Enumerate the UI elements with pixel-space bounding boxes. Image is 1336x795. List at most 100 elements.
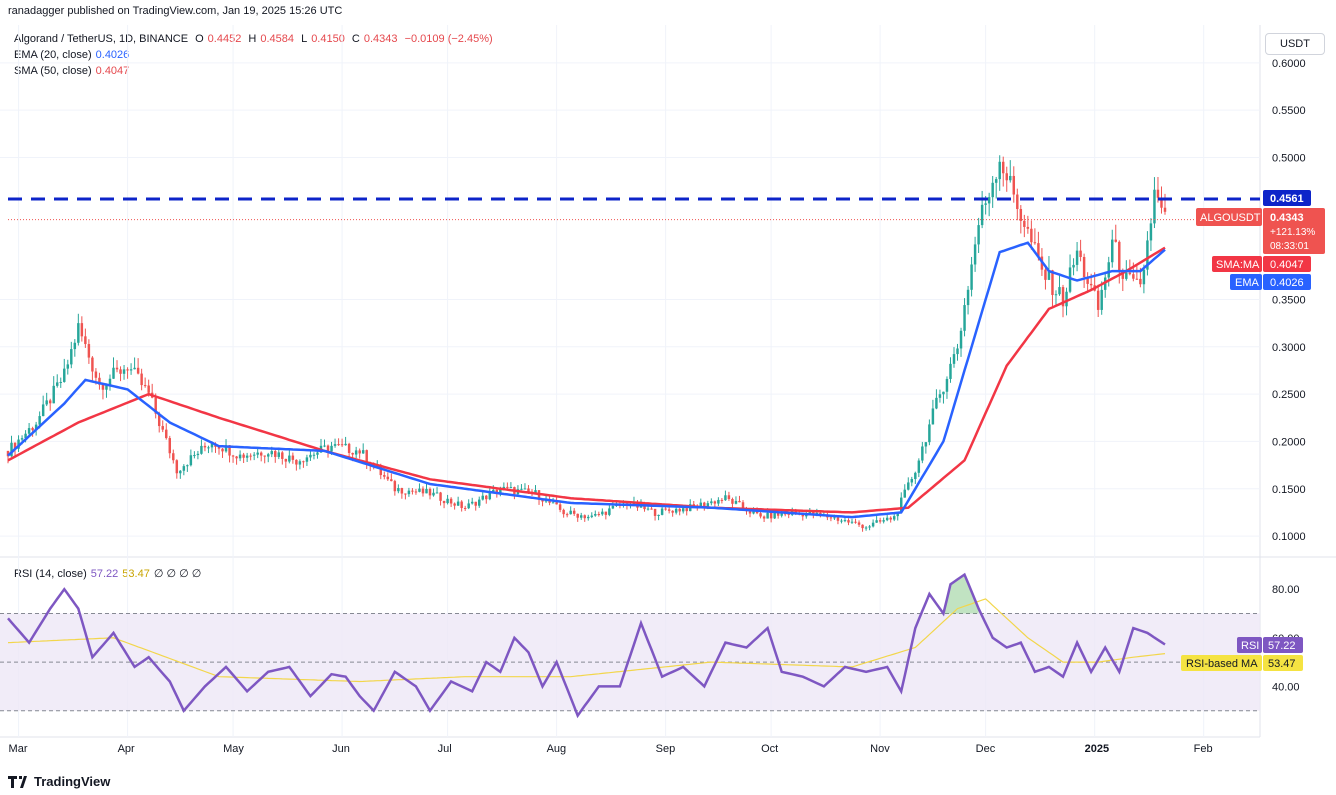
candle-body bbox=[305, 457, 309, 462]
moving-averages bbox=[7, 241, 1166, 519]
candle-body bbox=[1019, 209, 1023, 221]
candle-body bbox=[242, 454, 245, 458]
rsi-ma-legend-value: 53.47 bbox=[122, 568, 150, 580]
candle-body bbox=[783, 513, 787, 515]
candle-body bbox=[667, 509, 671, 511]
rsi-tag[interactable]: RSI 57.22 bbox=[1237, 637, 1303, 653]
candle-body bbox=[400, 488, 404, 494]
candle-body bbox=[94, 371, 98, 378]
candle-body bbox=[931, 408, 935, 425]
candle-body bbox=[1156, 189, 1160, 198]
candle-body bbox=[1128, 272, 1132, 275]
time-axis[interactable]: Mar Apr May Jun Jul Aug Sep Oct Nov Dec … bbox=[9, 743, 1213, 755]
candle-body bbox=[165, 429, 168, 439]
candle-body bbox=[660, 508, 664, 515]
candle-body bbox=[1009, 175, 1012, 181]
month-label: Aug bbox=[547, 743, 567, 755]
candle-body bbox=[365, 450, 368, 463]
candle-body bbox=[298, 461, 302, 465]
sma-legend[interactable]: SMA (50, close) 0.4047 bbox=[14, 65, 133, 77]
candle-body bbox=[1016, 194, 1019, 210]
candle-body bbox=[896, 512, 899, 517]
candle-body bbox=[900, 497, 903, 513]
rsi-legend[interactable]: RSI (14, close) 57.22 53.47 ∅ ∅ ∅ ∅ bbox=[14, 567, 205, 580]
candle-body bbox=[407, 490, 411, 495]
candle-body bbox=[172, 453, 175, 461]
candle-body bbox=[404, 493, 407, 495]
candle-body bbox=[717, 499, 720, 504]
rsi-pane bbox=[0, 572, 1260, 719]
ohlc-open-label: O bbox=[195, 33, 204, 45]
ema-legend[interactable]: EMA (20, close) 0.4026 bbox=[14, 49, 133, 61]
currency-button[interactable]: USDT bbox=[1265, 33, 1325, 55]
candle-body bbox=[13, 442, 17, 449]
candle-body bbox=[579, 515, 583, 518]
candle-body bbox=[833, 517, 836, 519]
candle-body bbox=[277, 452, 281, 457]
candle-body bbox=[1061, 287, 1065, 307]
candle-body bbox=[963, 305, 966, 331]
ema-tag[interactable]: EMA 0.4026 bbox=[1230, 274, 1311, 290]
candle-body bbox=[685, 508, 688, 512]
candle-body bbox=[411, 490, 414, 492]
candle-body bbox=[66, 364, 70, 369]
candle-body bbox=[787, 513, 790, 515]
candle-body bbox=[938, 394, 942, 398]
candle-body bbox=[267, 454, 270, 457]
candle-body bbox=[1149, 223, 1153, 241]
candle-body bbox=[720, 499, 724, 501]
candle-body bbox=[1079, 250, 1082, 257]
candle-body bbox=[52, 385, 55, 404]
candle-body bbox=[681, 508, 685, 512]
candle-body bbox=[358, 450, 361, 454]
candle-body bbox=[316, 452, 319, 455]
candle-body bbox=[432, 492, 435, 496]
resistance-tag[interactable]: 0.4561 bbox=[1263, 190, 1311, 206]
sma-tag[interactable]: SMA:MA 0.4047 bbox=[1212, 256, 1311, 272]
tradingview-logo[interactable]: TradingView bbox=[8, 774, 110, 789]
candle-body bbox=[1047, 270, 1051, 280]
candle-body bbox=[56, 382, 59, 386]
candle-body bbox=[611, 505, 615, 509]
candle-body bbox=[115, 367, 119, 370]
price-tick: 0.2000 bbox=[1272, 436, 1306, 448]
tradingview-logo-icon bbox=[8, 775, 27, 788]
candle-body bbox=[347, 443, 351, 453]
candle-body bbox=[48, 400, 52, 404]
candle-body bbox=[179, 470, 182, 474]
month-label: Sep bbox=[656, 743, 676, 755]
candle-body bbox=[959, 330, 963, 349]
candle-body bbox=[604, 511, 608, 515]
candle-body bbox=[991, 182, 994, 198]
candle-body bbox=[572, 510, 576, 514]
candle-body bbox=[175, 460, 179, 474]
candle-body bbox=[256, 452, 259, 455]
price-axis[interactable]: 0.6000 0.5500 0.5000 0.3500 0.3000 0.250… bbox=[1272, 58, 1306, 543]
candle-body bbox=[397, 488, 400, 492]
candle-body bbox=[122, 369, 126, 374]
candle-body bbox=[1121, 270, 1125, 279]
candle-body bbox=[674, 508, 678, 513]
candle-body bbox=[907, 482, 910, 490]
price-tick: 0.1500 bbox=[1272, 484, 1306, 496]
candle-body bbox=[706, 503, 710, 507]
candle-body bbox=[699, 502, 703, 508]
publisher-line: ranadagger published on TradingView.com,… bbox=[8, 5, 343, 17]
candle-body bbox=[302, 461, 305, 463]
rsi-ma-tag[interactable]: RSI-based MA 53.47 bbox=[1181, 655, 1303, 671]
candle-body bbox=[1051, 270, 1054, 295]
symbol-price-tag[interactable]: ALGOUSDT 0.4343 +121.13% 08:33:01 bbox=[1196, 208, 1325, 254]
candle-body bbox=[196, 453, 200, 456]
candle-body bbox=[741, 502, 745, 509]
rsi-tag-text: RSI bbox=[1241, 640, 1259, 652]
price-tick: 0.3000 bbox=[1272, 342, 1306, 354]
candle-body bbox=[112, 367, 115, 379]
candle-body bbox=[414, 491, 418, 493]
candle-body bbox=[534, 490, 537, 494]
candle-body bbox=[587, 516, 590, 519]
candle-body bbox=[935, 397, 938, 409]
candle-body bbox=[1135, 278, 1139, 280]
candle-body bbox=[435, 492, 439, 494]
symbol-name: Algorand / TetherUS, 1D, BINANCE bbox=[14, 33, 189, 45]
